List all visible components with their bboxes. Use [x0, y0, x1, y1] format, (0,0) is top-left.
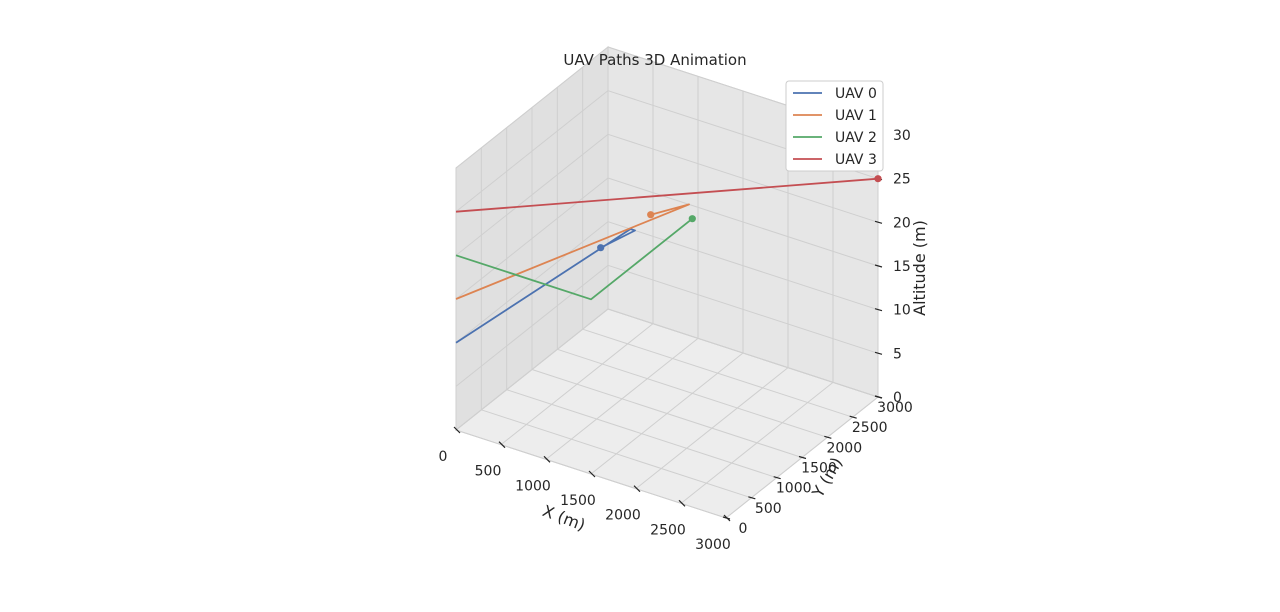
- gridline-z-back: [607, 177, 879, 267]
- y-tick-label: 1500: [801, 461, 837, 477]
- gridline-y-floor: [506, 389, 777, 479]
- gridline-z-back: [607, 264, 879, 354]
- z-tick-label: 0: [893, 390, 902, 406]
- y-tick-label: 0: [739, 521, 748, 537]
- z-tick-mark: [874, 308, 883, 312]
- gridline-y-floor: [481, 409, 752, 499]
- z-tick-mark: [874, 395, 883, 399]
- gridline-y-floor: [557, 348, 828, 438]
- y-tick-mark: [773, 476, 781, 480]
- chart-title: UAV Paths 3D Animation: [563, 51, 746, 69]
- x-tick-mark: [588, 470, 596, 478]
- x-tick-label: 1000: [515, 478, 551, 494]
- legend-label-uav-2: UAV 2: [835, 130, 877, 146]
- gridline-y-floor: [455, 429, 727, 519]
- x-tick-mark: [453, 426, 461, 434]
- x-tick-label: 2000: [605, 508, 641, 524]
- x-tick-mark: [543, 455, 551, 463]
- legend-box: [785, 80, 884, 172]
- legend-label-uav-0: UAV 0: [835, 86, 877, 102]
- uav-paths: [455, 175, 882, 344]
- z-tick-label: 25: [893, 172, 911, 188]
- gridline-z-side: [455, 308, 609, 431]
- axis-ticks: 0500100015002000250030000500100015002000…: [439, 128, 913, 553]
- x-tick-mark: [678, 499, 686, 507]
- y-tick-label: 2500: [852, 420, 888, 436]
- y-tick-label: 1000: [776, 481, 812, 497]
- marker-uav-1: [647, 211, 655, 219]
- z-tick-label: 30: [893, 128, 911, 144]
- y-tick-label: 2000: [826, 440, 862, 456]
- gridline-z-back: [607, 308, 879, 398]
- x-tick-label: 0: [439, 449, 448, 465]
- gridline-z-back: [607, 133, 879, 223]
- x-tick-label: 1500: [560, 493, 596, 509]
- y-tick-mark: [849, 415, 857, 419]
- path-uav-3: [455, 177, 879, 213]
- y-tick-mark: [722, 516, 731, 520]
- z-tick-label: 10: [893, 303, 911, 319]
- x-tick-label: 2500: [650, 522, 686, 538]
- gridline-z-side: [455, 221, 609, 344]
- gridline-z-side: [455, 264, 609, 387]
- gridline-y-floor: [531, 369, 803, 458]
- marker-uav-0: [597, 244, 605, 252]
- gridline-z-side: [455, 90, 609, 213]
- marker-uav-3: [874, 175, 882, 183]
- z-tick-label: 5: [893, 346, 902, 362]
- z-tick-label: 20: [893, 215, 911, 231]
- x-tick-label: 500: [475, 464, 502, 480]
- path-uav-1: [455, 203, 690, 300]
- gridline-y-floor: [582, 328, 853, 418]
- z-tick-label: 15: [893, 259, 911, 275]
- z-tick-mark: [874, 220, 883, 224]
- path-uav-0: [455, 228, 636, 344]
- y-tick-mark: [824, 435, 832, 439]
- y-tick-label: 3000: [877, 400, 913, 416]
- gridline-z-back: [607, 221, 879, 311]
- y-tick-label: 500: [755, 501, 782, 517]
- x-tick-mark: [498, 441, 506, 449]
- gridline-z-side: [455, 177, 609, 300]
- z-tick-mark: [874, 351, 883, 355]
- marker-uav-2: [688, 215, 696, 223]
- z-tick-mark: [874, 264, 883, 268]
- legend-label-uav-1: UAV 1: [835, 108, 877, 124]
- path-uav-2: [455, 217, 693, 301]
- x-tick-mark: [633, 485, 641, 493]
- x-tick-label: 3000: [695, 537, 731, 553]
- z-axis-label: Altitude (m): [910, 220, 929, 316]
- legend: UAV 0 UAV 1 UAV 2 UAV 3: [785, 80, 884, 172]
- gridline-z-side: [455, 46, 609, 169]
- y-tick-mark: [748, 496, 756, 500]
- gridline-z-side: [455, 133, 609, 256]
- legend-label-uav-3: UAV 3: [835, 152, 877, 168]
- y-tick-mark: [798, 455, 807, 460]
